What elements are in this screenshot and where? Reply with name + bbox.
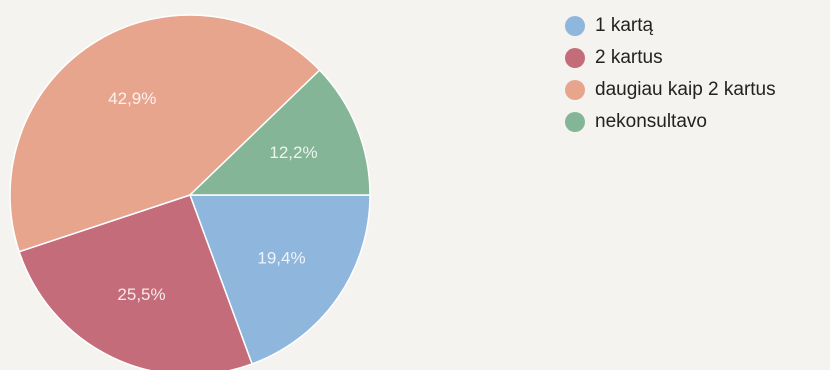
- pie-slice-labels: 19,4% 25,5% 42,9% 12,2%: [108, 89, 317, 304]
- pie-slices: [9, 14, 371, 370]
- pie-plot-area: 19,4% 25,5% 42,9% 12,2%: [9, 14, 371, 370]
- legend-label-2: 2 kartus: [595, 47, 663, 68]
- legend-label-4: nekonsultavo: [595, 111, 707, 132]
- chart-legend: 1 kartą 2 kartus daugiau kaip 2 kartus neko…: [565, 12, 776, 140]
- pie-slice-3: [9, 14, 321, 253]
- legend-item-1: 1 kartą: [565, 12, 776, 40]
- pie-slice-1: [188, 194, 371, 365]
- legend-swatch-4: [565, 112, 585, 132]
- pie-slice-label-1: 19,4%: [257, 248, 305, 267]
- legend-swatch-3: [565, 80, 585, 100]
- legend-item-3: daugiau kaip 2 kartus: [565, 76, 776, 104]
- pie-slice-4: [188, 69, 371, 196]
- legend-item-4: nekonsultavo: [565, 108, 776, 136]
- legend-label-3: daugiau kaip 2 kartus: [595, 79, 776, 100]
- pie-slice-label-2: 25,5%: [117, 285, 165, 304]
- pie-slice-label-4: 12,2%: [269, 143, 317, 162]
- legend-swatch-2: [565, 48, 585, 68]
- legend-swatch-1: [565, 16, 585, 36]
- pie-slice-2: [18, 194, 253, 370]
- legend-label-1: 1 kartą: [595, 15, 654, 36]
- legend-item-2: 2 kartus: [565, 44, 776, 72]
- pie-slice-label-3: 42,9%: [108, 89, 156, 108]
